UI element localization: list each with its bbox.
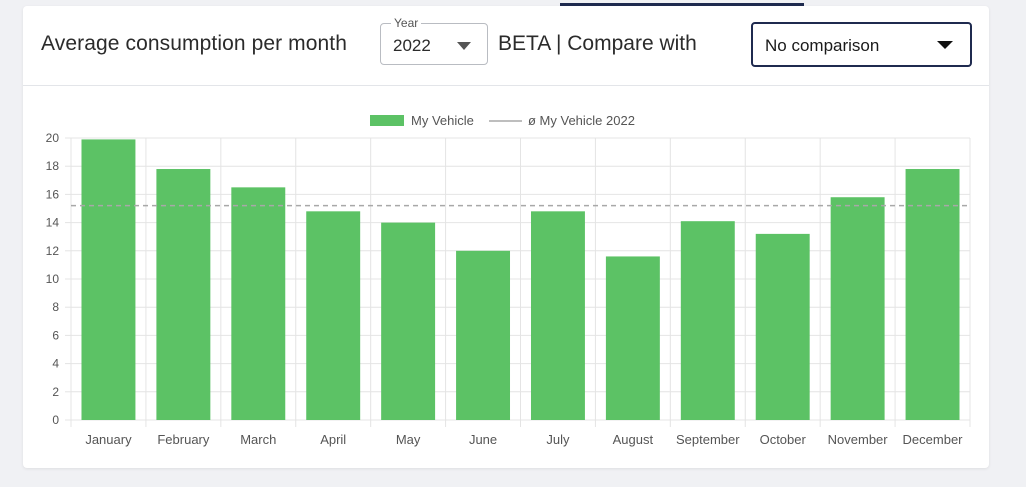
y-tick-label: 6 <box>52 328 59 342</box>
compare-select-value: No comparison <box>765 36 880 55</box>
chevron-down-icon <box>457 42 471 50</box>
x-tick-label: October <box>760 432 807 447</box>
y-tick-label: 4 <box>52 357 59 371</box>
bar-october <box>755 233 810 420</box>
y-tick-label: 18 <box>46 159 60 173</box>
card-header: Average consumption per month Year 2022 … <box>23 6 989 86</box>
bar-may <box>381 222 436 420</box>
consumption-card: Average consumption per month Year 2022 … <box>23 6 989 468</box>
x-tick-label: August <box>613 432 654 447</box>
consumption-bar-chart: 0 2 4 6 8 10 12 14 16 18 20 January February March Apr… <box>46 113 971 447</box>
bar-february <box>156 169 211 420</box>
x-tick-label: April <box>320 432 346 447</box>
x-tick-label: February <box>157 432 210 447</box>
bar-november <box>830 197 885 420</box>
top-accent-bar <box>560 3 804 6</box>
chevron-down-icon <box>937 41 953 49</box>
legend-label-average: ø My Vehicle 2022 <box>528 113 635 128</box>
x-tick-label: May <box>396 432 421 447</box>
bar-march <box>231 187 286 420</box>
bar-april <box>306 211 361 420</box>
legend-swatch-my-vehicle <box>370 115 404 126</box>
y-tick-label: 20 <box>46 131 60 145</box>
bar-september <box>680 221 735 420</box>
x-tick-label: December <box>903 432 964 447</box>
chart-title: Average consumption per month <box>41 32 348 55</box>
bar-july <box>530 211 585 420</box>
y-tick-label: 14 <box>46 216 60 230</box>
y-tick-label: 2 <box>52 385 59 399</box>
year-select-label: Year <box>391 16 422 30</box>
bar-june <box>456 250 511 420</box>
bar-january <box>81 139 136 420</box>
x-tick-label: July <box>546 432 570 447</box>
legend-label-my-vehicle: My Vehicle <box>411 113 474 128</box>
year-select[interactable]: Year 2022 <box>380 16 488 65</box>
x-tick-label: September <box>676 432 740 447</box>
bar-august <box>605 256 660 420</box>
x-tick-label: March <box>240 432 276 447</box>
year-select-value: 2022 <box>393 36 431 55</box>
y-tick-label: 0 <box>52 413 59 427</box>
x-tick-label: November <box>828 432 889 447</box>
compare-select[interactable]: No comparison <box>751 22 972 67</box>
y-tick-label: 8 <box>52 300 59 314</box>
y-tick-label: 12 <box>46 244 60 258</box>
y-tick-label: 16 <box>46 187 60 201</box>
x-tick-label: June <box>469 432 497 447</box>
bar-december <box>905 169 960 420</box>
x-tick-label: January <box>85 432 132 447</box>
y-tick-label: 10 <box>46 272 60 286</box>
compare-label: BETA | Compare with <box>498 32 697 55</box>
